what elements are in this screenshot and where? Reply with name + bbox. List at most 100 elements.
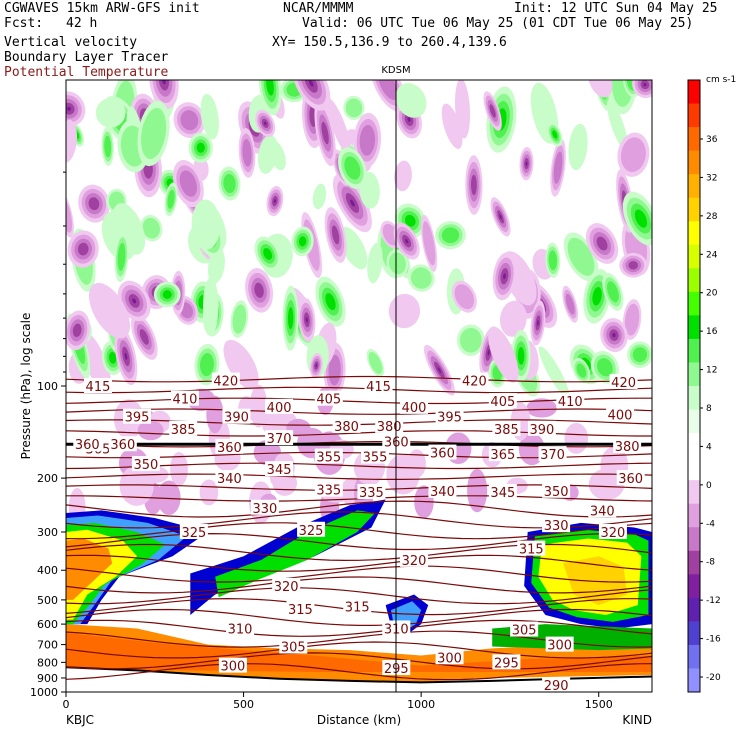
colorbar-swatch bbox=[688, 597, 700, 622]
velocity-cell bbox=[407, 117, 411, 122]
terrain-line bbox=[66, 666, 652, 684]
colorbar-label: 4 bbox=[706, 442, 712, 452]
valid-time: Valid: 06 UTC Tue 06 May 25 (01 CDT Tue … bbox=[302, 16, 694, 31]
y-tick-label: 500 bbox=[37, 594, 58, 607]
colorbar-swatch bbox=[688, 644, 700, 669]
velocity-cell bbox=[137, 420, 164, 441]
theta-line bbox=[66, 375, 652, 383]
theta-label-bg bbox=[588, 502, 617, 518]
colorbar-label: -8 bbox=[706, 558, 715, 568]
y-axis-label: Pressure (hPa), log scale bbox=[19, 313, 33, 460]
theta-label: 380 bbox=[377, 420, 402, 435]
velocity-cell bbox=[170, 452, 188, 487]
theta-line bbox=[66, 543, 652, 562]
theta-label-bg bbox=[609, 373, 638, 389]
velocity-cell bbox=[315, 364, 318, 368]
theta-label-bg bbox=[297, 521, 326, 537]
theta-label-bg bbox=[83, 378, 112, 393]
theta-label-bg bbox=[286, 600, 315, 616]
velocity-cell bbox=[253, 439, 282, 466]
theta-label: 360 bbox=[217, 441, 242, 456]
theta-line bbox=[66, 532, 652, 551]
velocity-cell bbox=[223, 339, 259, 390]
theta-label-bg bbox=[542, 517, 571, 533]
theta-line bbox=[66, 663, 652, 681]
theta-label: 305 bbox=[512, 624, 537, 639]
theta-label-bg bbox=[332, 417, 361, 433]
velocity-cell bbox=[367, 242, 383, 284]
theta-line bbox=[66, 641, 652, 659]
theta-label: 415 bbox=[366, 380, 391, 395]
velocity-cell bbox=[196, 142, 205, 153]
y-tick-label: 600 bbox=[37, 618, 58, 631]
theta-label: 360 bbox=[618, 472, 643, 487]
vertical-velocity-shading bbox=[66, 80, 652, 684]
theta-label-bg bbox=[265, 398, 294, 414]
colorbar-swatch bbox=[688, 480, 700, 505]
theta-label: 410 bbox=[173, 393, 198, 408]
theta-label-bg bbox=[517, 540, 546, 556]
mid-station-label: KDSM bbox=[381, 65, 410, 76]
theta-label-bg bbox=[131, 456, 160, 472]
theta-line bbox=[66, 554, 652, 572]
velocity-cell bbox=[588, 468, 625, 500]
velocity-cell bbox=[567, 237, 595, 276]
colorbar-label: 0 bbox=[706, 481, 712, 491]
theta-label: 330 bbox=[544, 519, 569, 534]
velocity-cell bbox=[632, 347, 648, 363]
theta-label-bg bbox=[488, 393, 517, 409]
theta-label: 385 bbox=[171, 423, 196, 438]
velocity-cell bbox=[223, 173, 236, 194]
velocity-cell bbox=[499, 300, 527, 337]
colorbar-swatch bbox=[688, 503, 700, 528]
plume-green bbox=[208, 510, 375, 598]
velocity-cell bbox=[470, 174, 477, 196]
colorbar-swatch bbox=[688, 338, 700, 363]
theta-label-bg bbox=[73, 436, 102, 452]
theta-label-bg bbox=[179, 523, 208, 539]
velocity-cell bbox=[88, 282, 131, 339]
colorbar-unit: cm s-1 bbox=[706, 75, 736, 85]
y-tick-label: 200 bbox=[37, 472, 58, 485]
velocity-cell bbox=[422, 221, 436, 266]
velocity-cell bbox=[345, 98, 363, 118]
velocity-cell bbox=[499, 214, 502, 220]
velocity-cell bbox=[141, 107, 167, 159]
theta-label-bg bbox=[218, 657, 247, 673]
theta-label: 415 bbox=[86, 380, 111, 395]
velocity-cell bbox=[517, 346, 525, 365]
velocity-cell bbox=[72, 323, 82, 338]
field-potential-temperature: Potential Temperature bbox=[4, 65, 169, 80]
theta-label: 300 bbox=[547, 639, 572, 654]
colorbar-swatch bbox=[688, 315, 700, 340]
velocity-cell bbox=[404, 214, 416, 227]
fcst-label: Fcst: bbox=[4, 16, 44, 31]
theta-labels: 415 420 415 420 420 410 405 405 410 400 400 400 395 3… bbox=[73, 372, 645, 692]
left-station-label: KBJC bbox=[66, 713, 94, 727]
theta-line bbox=[66, 565, 652, 583]
velocity-cell bbox=[488, 326, 519, 383]
terrain-fill bbox=[66, 667, 652, 692]
theta-label: 335 bbox=[359, 486, 384, 501]
theta-label-bg bbox=[108, 436, 137, 452]
velocity-cell bbox=[200, 93, 219, 140]
colorbar-swatch bbox=[688, 550, 700, 575]
theta-label-bg bbox=[460, 372, 489, 388]
velocity-cell bbox=[287, 307, 294, 330]
colorbar: 36 32 28 24 20 16 12 8 4 0 -4 -8 -12 -16 -20 bbox=[687, 79, 721, 693]
velocity-cell bbox=[191, 199, 221, 250]
theta-line bbox=[66, 652, 652, 670]
velocity-cell bbox=[232, 304, 247, 334]
theta-label: 340 bbox=[430, 485, 455, 500]
theta-label: 410 bbox=[558, 395, 583, 410]
colorbar-swatch bbox=[688, 574, 700, 599]
theta-label: 400 bbox=[402, 401, 427, 416]
theta-label: 345 bbox=[267, 463, 292, 478]
theta-label-bg bbox=[265, 461, 294, 477]
theta-label-bg bbox=[510, 621, 539, 637]
velocity-cell bbox=[162, 290, 172, 299]
y-tick-label: 100 bbox=[37, 380, 58, 393]
theta-label-bg bbox=[314, 448, 343, 464]
theta-label: 325 bbox=[299, 524, 324, 539]
velocity-cell bbox=[206, 395, 224, 434]
